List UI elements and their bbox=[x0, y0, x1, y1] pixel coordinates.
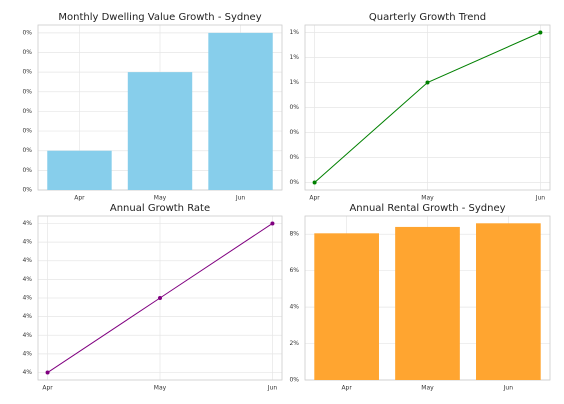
y-tick-label: 0% bbox=[289, 377, 299, 384]
bar bbox=[314, 233, 379, 380]
y-tick-label: 0% bbox=[22, 108, 32, 115]
plot-frame bbox=[304, 24, 551, 191]
point bbox=[312, 180, 317, 185]
y-tick-label: 0% bbox=[22, 69, 32, 76]
y-tick-label: 4% bbox=[22, 257, 32, 264]
bar bbox=[208, 32, 273, 190]
chart-title: Monthly Dwelling Value Growth - Sydney bbox=[58, 12, 261, 23]
bar bbox=[47, 150, 112, 190]
x-tick-label: Apr bbox=[309, 195, 320, 202]
point bbox=[45, 370, 50, 375]
point bbox=[538, 30, 543, 35]
x-tick-label: Apr bbox=[42, 385, 53, 392]
point bbox=[270, 221, 275, 226]
y-tick-label: 2% bbox=[289, 340, 299, 347]
y-tick-label: 4% bbox=[22, 239, 32, 246]
y-tick-label: 4% bbox=[289, 304, 299, 311]
y-tick-label: 0% bbox=[22, 29, 32, 36]
y-tick-label: 6% bbox=[289, 267, 299, 274]
bar bbox=[127, 72, 193, 190]
y-tick-label: 4% bbox=[22, 220, 32, 227]
y-tick-label: 1% bbox=[289, 54, 299, 61]
y-tick-label: 0% bbox=[289, 129, 299, 136]
point bbox=[425, 80, 430, 85]
y-tick-label: 4% bbox=[22, 350, 32, 357]
y-tick-label: 0% bbox=[22, 49, 32, 56]
y-tick-label: 4% bbox=[22, 369, 32, 376]
y-tick-label: 4% bbox=[22, 332, 32, 339]
x-tick-label: Jun bbox=[267, 385, 278, 392]
x-tick-label: Jun bbox=[503, 385, 514, 392]
x-tick-label: May bbox=[154, 385, 167, 392]
x-tick-label: Apr bbox=[74, 195, 85, 202]
y-tick-label: 8% bbox=[289, 231, 299, 238]
chart-title: Quarterly Growth Trend bbox=[369, 12, 486, 23]
y-tick-label: 1% bbox=[289, 29, 299, 36]
y-tick-label: 4% bbox=[22, 295, 32, 302]
bar bbox=[476, 223, 541, 380]
y-tick-label: 0% bbox=[22, 167, 32, 174]
y-tick-label: 0% bbox=[22, 128, 32, 135]
y-tick-label: 4% bbox=[22, 276, 32, 283]
x-tick-label: Apr bbox=[341, 385, 352, 392]
x-tick-label: May bbox=[421, 195, 434, 202]
y-tick-label: 1% bbox=[289, 79, 299, 86]
y-tick-label: 0% bbox=[22, 88, 32, 95]
x-tick-label: Jun bbox=[235, 195, 246, 202]
bar bbox=[395, 226, 460, 380]
y-tick-label: 0% bbox=[289, 179, 299, 186]
x-tick-label: Jun bbox=[535, 195, 546, 202]
y-tick-label: 0% bbox=[22, 147, 32, 154]
y-tick-label: 4% bbox=[22, 313, 32, 320]
plot-frame bbox=[37, 215, 283, 381]
x-tick-label: May bbox=[421, 385, 434, 392]
y-tick-label: 0% bbox=[289, 154, 299, 161]
point bbox=[158, 296, 162, 300]
y-tick-label: 0% bbox=[289, 104, 299, 111]
chart-title: Annual Growth Rate bbox=[110, 203, 210, 214]
y-tick-label: 0% bbox=[22, 187, 32, 194]
chart-title: Annual Rental Growth - Sydney bbox=[349, 203, 505, 214]
x-tick-label: May bbox=[154, 195, 167, 202]
